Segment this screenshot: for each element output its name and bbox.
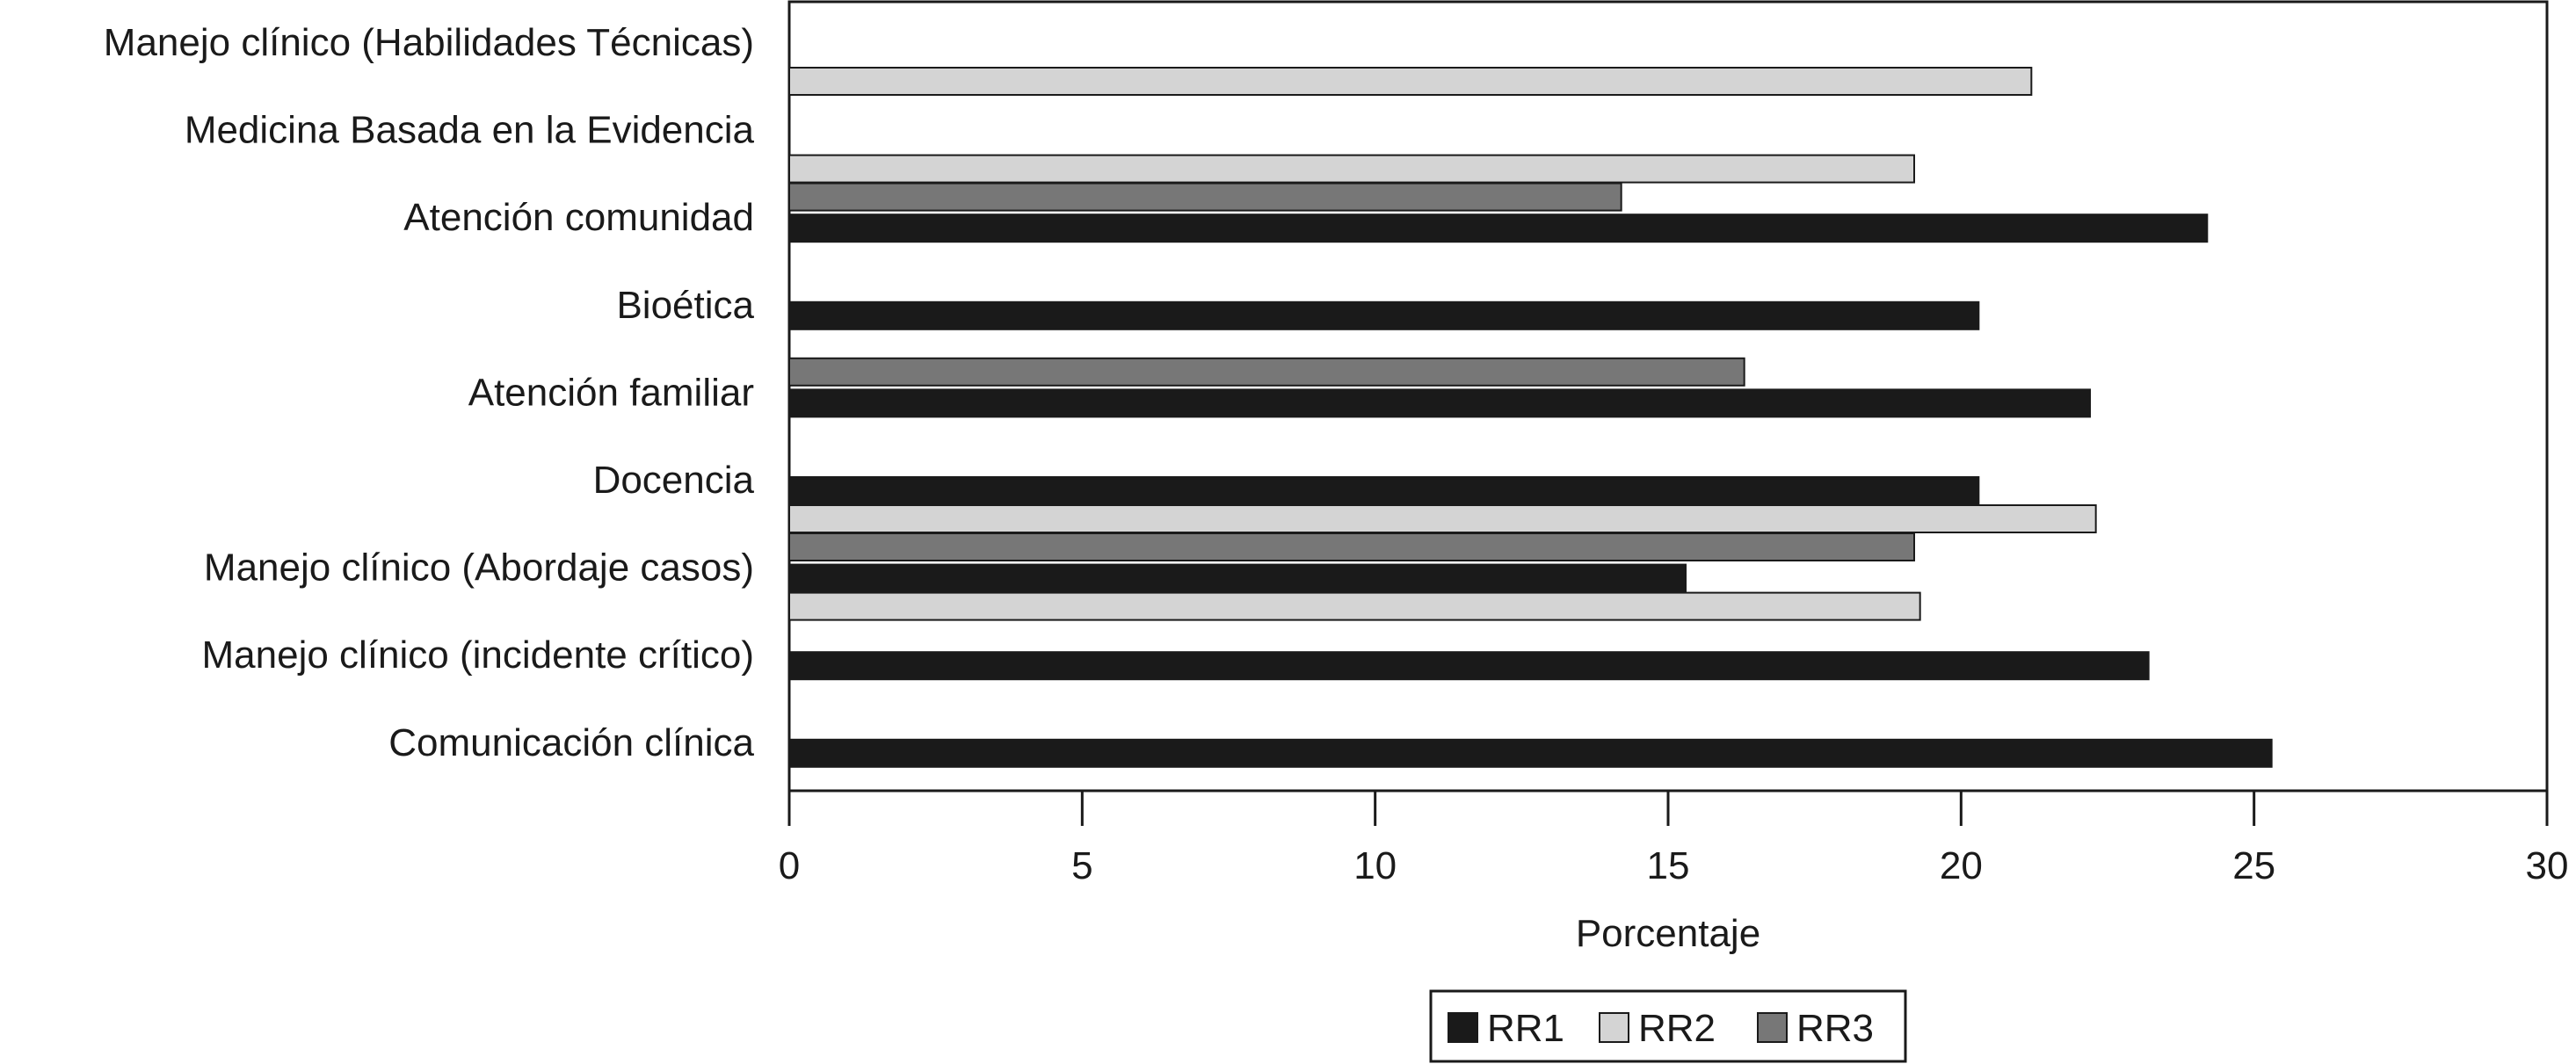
- x-axis-title: Porcentaje: [1576, 912, 1760, 955]
- bar-rr2: [788, 67, 2033, 96]
- bar-rr1: [788, 563, 1687, 593]
- x-tick-label: 30: [2526, 844, 2569, 887]
- bar-rr2: [788, 504, 2097, 533]
- legend-label-rr2: RR2: [1638, 1007, 1716, 1050]
- bar-rr1: [788, 738, 2273, 768]
- category-labels: Manejo clínico (Habilidades Técnicas) Med…: [104, 21, 755, 764]
- bar-rr2: [788, 591, 1921, 621]
- bar-rr1: [788, 300, 1980, 330]
- category-label: Bioética: [616, 284, 754, 327]
- category-label: Medicina Basada en la Evidencia: [185, 109, 755, 152]
- legend-box: [1429, 989, 1907, 1063]
- x-tick-label: 25: [2232, 844, 2275, 887]
- bar-rr1: [788, 214, 2209, 243]
- bar-rr3: [788, 182, 1622, 212]
- x-axis: 0 5 10 15 20 25 30: [779, 791, 2569, 887]
- legend-swatch-rr1: [1448, 1012, 1478, 1043]
- x-tick-label: 20: [1940, 844, 1983, 887]
- x-tick-label: 0: [779, 844, 800, 887]
- category-label: Manejo clínico (Abordaje casos): [204, 546, 754, 590]
- x-tick-label: 10: [1353, 844, 1397, 887]
- bars: [788, 67, 2273, 768]
- x-tick-label: 15: [1647, 844, 1690, 887]
- category-label: Atención familiar: [468, 371, 754, 414]
- category-label: Comunicación clínica: [388, 721, 754, 764]
- legend-label-rr3: RR3: [1796, 1007, 1874, 1050]
- category-label: Atención comunidad: [403, 196, 754, 239]
- category-label: Docencia: [593, 459, 755, 502]
- legend: RR1 RR2 RR3: [1429, 989, 1907, 1063]
- bar-rr3: [788, 357, 1745, 387]
- category-label: Manejo clínico (incidente crítico): [202, 633, 754, 677]
- category-label: Manejo clínico (Habilidades Técnicas): [104, 21, 754, 64]
- bar-rr1: [788, 651, 2150, 681]
- bar-rr2: [788, 154, 1915, 184]
- bar-rr1: [788, 476, 1980, 505]
- bar-rr3: [788, 532, 1915, 561]
- legend-swatch-rr2: [1599, 1012, 1629, 1043]
- bar-rr1: [788, 388, 2091, 418]
- x-tick-label: 5: [1071, 844, 1092, 887]
- legend-swatch-rr3: [1757, 1012, 1788, 1043]
- legend-label-rr1: RR1: [1487, 1007, 1564, 1050]
